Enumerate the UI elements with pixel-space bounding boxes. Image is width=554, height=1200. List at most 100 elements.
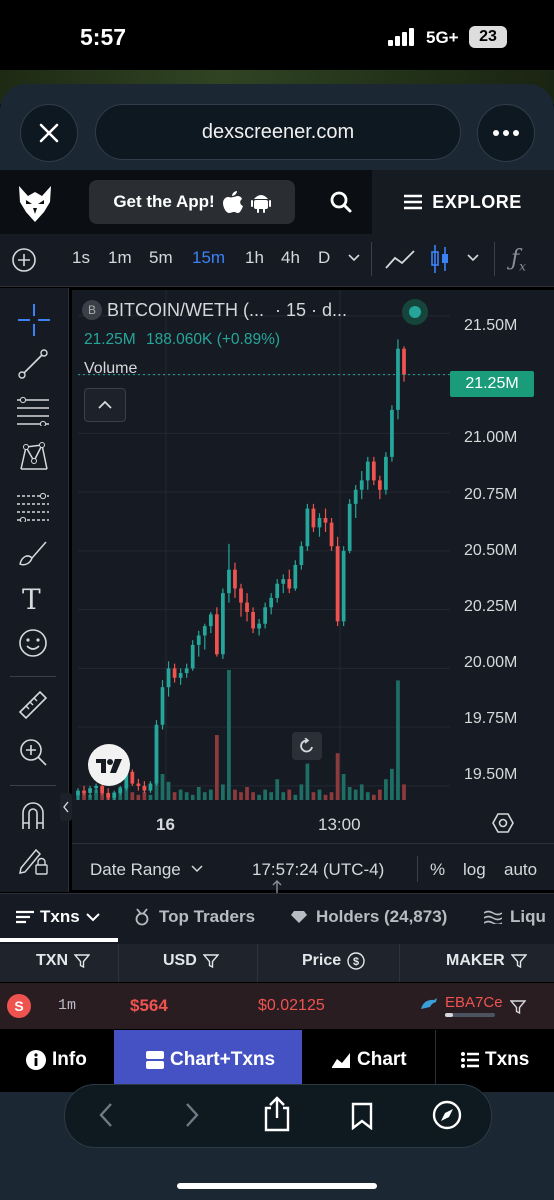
volume-bar bbox=[384, 779, 388, 800]
percent-scale-toggle[interactable]: % bbox=[430, 860, 446, 879]
y-tick-label: 20.75M bbox=[464, 486, 518, 503]
timeframe-1m[interactable]: 1m bbox=[108, 248, 132, 267]
timeframe-1h[interactable]: 1h bbox=[245, 248, 264, 267]
indicators-fx-icon[interactable]: ƒx bbox=[511, 246, 526, 274]
volume-bar bbox=[299, 784, 304, 800]
trend-line-icon[interactable] bbox=[18, 349, 48, 379]
add-indicator-icon[interactable] bbox=[11, 247, 37, 273]
filter-icon[interactable] bbox=[510, 999, 526, 1015]
ruler-icon[interactable] bbox=[18, 690, 48, 720]
column-maker-label: MAKER bbox=[446, 952, 505, 969]
fib-retracement-icon[interactable] bbox=[17, 492, 49, 522]
nav-txns-label: Txns bbox=[485, 1049, 530, 1070]
close-tab-button[interactable] bbox=[20, 104, 78, 162]
chart-settings-icon[interactable] bbox=[492, 812, 514, 834]
column-price[interactable]: Price $ bbox=[302, 952, 365, 970]
more-dots-icon bbox=[493, 130, 519, 136]
candle-body bbox=[335, 546, 340, 622]
candle-body bbox=[214, 614, 219, 655]
crosshair-icon[interactable] bbox=[18, 304, 50, 336]
candle-body bbox=[245, 602, 249, 612]
tab-txns[interactable]: Txns bbox=[16, 907, 100, 927]
candle-body bbox=[172, 668, 177, 678]
tab-top-traders[interactable]: Top Traders bbox=[133, 907, 255, 927]
zoom-in-icon[interactable] bbox=[18, 737, 48, 767]
candle-body bbox=[365, 461, 370, 481]
candle-body bbox=[239, 588, 243, 603]
volume-bar bbox=[365, 792, 370, 800]
compass-icon[interactable] bbox=[432, 1100, 462, 1130]
log-scale-toggle[interactable]: log bbox=[463, 860, 486, 879]
timeframe-15m[interactable]: 15m bbox=[192, 248, 226, 267]
explore-button[interactable]: EXPLORE bbox=[372, 170, 554, 234]
pattern-tool-icon[interactable] bbox=[18, 441, 50, 473]
candlestick-chart-type-icon[interactable] bbox=[430, 245, 450, 273]
browser-menu-button[interactable] bbox=[477, 104, 535, 162]
timeframe-5m[interactable]: 5m bbox=[149, 248, 173, 267]
volume-bar bbox=[281, 792, 286, 800]
column-usd-label: USD bbox=[163, 952, 197, 969]
ohlc-change: 188.060K (+0.89%) bbox=[146, 331, 281, 348]
bookmarks-icon[interactable] bbox=[350, 1102, 374, 1130]
volume-bar bbox=[142, 792, 147, 800]
column-maker[interactable]: MAKER bbox=[446, 952, 527, 970]
candle-body bbox=[166, 668, 171, 688]
candle-body bbox=[100, 785, 105, 793]
share-icon[interactable] bbox=[262, 1096, 292, 1132]
column-usd[interactable]: USD bbox=[163, 952, 219, 970]
toolbar-collapse-handle[interactable] bbox=[60, 793, 72, 821]
lock-drawings-icon[interactable] bbox=[18, 846, 48, 876]
get-app-button[interactable]: Get the App! bbox=[89, 180, 295, 224]
text-tool-icon[interactable]: T bbox=[22, 583, 41, 616]
auto-scale-toggle[interactable]: auto bbox=[504, 860, 538, 879]
line-chart-type-icon[interactable] bbox=[385, 248, 415, 270]
timeframe-4h[interactable]: 4h bbox=[281, 248, 300, 267]
candle-body bbox=[112, 792, 117, 798]
candle-body bbox=[347, 503, 352, 551]
txn-maker[interactable]: EBA7Ce bbox=[445, 994, 503, 1011]
candle-body bbox=[377, 480, 382, 490]
svg-text:$: $ bbox=[353, 956, 359, 968]
tab-holders[interactable]: Holders (24,873) bbox=[290, 907, 447, 927]
chevron-down-icon[interactable] bbox=[466, 253, 480, 263]
timeframe-1s[interactable]: 1s bbox=[72, 248, 90, 267]
y-tick-label: 19.50M bbox=[464, 766, 518, 783]
column-txn[interactable]: TXN bbox=[36, 952, 90, 970]
market-status-indicator bbox=[402, 299, 428, 325]
table-row[interactable] bbox=[0, 983, 554, 1029]
brush-icon[interactable] bbox=[18, 538, 50, 568]
nav-chart-txns[interactable]: Chart+Txns bbox=[146, 1049, 275, 1071]
y-tick-label: 20.00M bbox=[464, 654, 518, 671]
tab-holders-label: Holders (24,873) bbox=[316, 907, 448, 926]
nav-chart-txns-label: Chart+Txns bbox=[170, 1049, 276, 1070]
volume-bar bbox=[178, 789, 183, 800]
nav-info[interactable]: Info bbox=[26, 1049, 87, 1071]
date-range-dropdown[interactable]: Date Range bbox=[90, 860, 203, 880]
dexscreener-logo-icon[interactable] bbox=[14, 182, 56, 224]
candle-body bbox=[106, 792, 111, 798]
volume-bar bbox=[335, 753, 340, 800]
candle-body bbox=[263, 607, 268, 624]
search-icon[interactable] bbox=[330, 191, 352, 213]
chart-time[interactable]: 17:57:24 (UTC-4) bbox=[252, 860, 385, 879]
nav-txns[interactable]: Txns bbox=[461, 1049, 529, 1071]
volume-bar bbox=[396, 680, 400, 800]
url-bar[interactable]: dexscreener.com bbox=[95, 104, 461, 160]
nav-chart[interactable]: Chart bbox=[331, 1049, 407, 1071]
tab-liquidity[interactable]: Liqu bbox=[484, 907, 546, 927]
tradingview-logo-icon[interactable] bbox=[88, 744, 130, 786]
status-time: 5:57 bbox=[80, 24, 127, 50]
reset-chart-button[interactable] bbox=[292, 732, 322, 760]
chart-footer-divider bbox=[72, 843, 554, 844]
timeframe-d[interactable]: D bbox=[318, 248, 331, 267]
chevron-down-icon[interactable] bbox=[347, 253, 361, 263]
collapse-legend-button[interactable] bbox=[84, 388, 126, 422]
magnet-icon[interactable] bbox=[19, 801, 47, 831]
forward-icon[interactable] bbox=[184, 1102, 200, 1128]
horizontal-lines-icon[interactable] bbox=[17, 396, 49, 426]
volume-bar bbox=[166, 781, 171, 800]
back-icon[interactable] bbox=[98, 1102, 114, 1128]
emoji-icon[interactable] bbox=[18, 628, 48, 658]
volume-bar bbox=[184, 792, 189, 800]
